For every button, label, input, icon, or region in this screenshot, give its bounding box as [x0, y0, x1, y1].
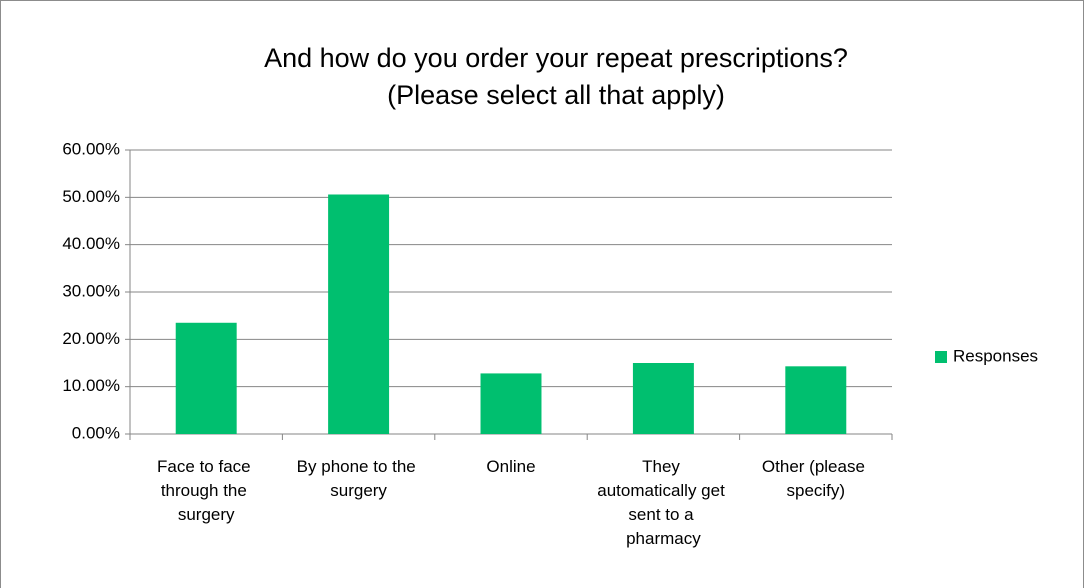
chart-title: (Please select all that apply) [387, 80, 725, 110]
bar [328, 194, 390, 434]
x-tick-label: By phone to the surgery [297, 457, 421, 500]
y-tick-label: 40.00% [62, 234, 120, 253]
y-tick-label: 20.00% [62, 329, 120, 348]
bar [785, 366, 847, 434]
legend-label: Responses [953, 346, 1038, 365]
y-tick-label: 30.00% [62, 281, 120, 300]
y-tick-label: 0.00% [72, 423, 120, 442]
y-tick-label: 50.00% [62, 187, 120, 206]
x-tick-label: Online [486, 457, 535, 476]
bar [632, 363, 694, 434]
y-tick-label: 60.00% [62, 139, 120, 158]
x-tick-label: Face to face through the surgery [157, 457, 255, 524]
x-tick-label: Other (please specify) [762, 457, 870, 500]
x-tick-label: They automatically get sent to a pharmac… [597, 457, 729, 548]
y-tick-label: 10.00% [62, 376, 120, 395]
chart-title: And how do you order your repeat prescri… [264, 43, 848, 73]
bar [480, 373, 542, 434]
bar [175, 322, 237, 434]
legend-swatch [935, 351, 947, 363]
